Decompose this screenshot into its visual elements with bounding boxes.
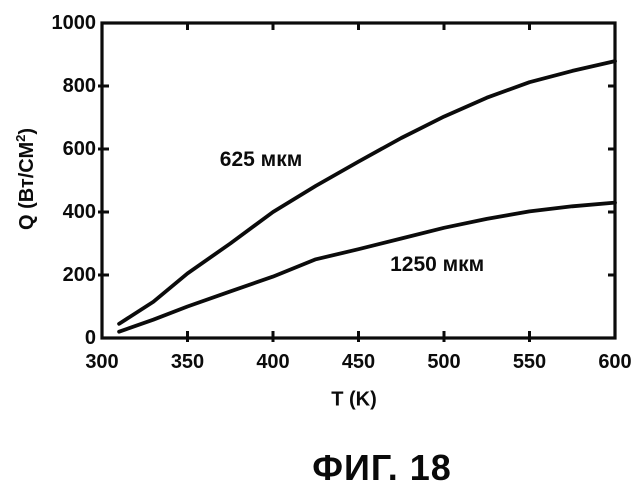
figure-caption: ФИГ. 18 (312, 447, 452, 488)
series-label-625mkm: 625 мкм (219, 148, 303, 172)
plot-area (98, 21, 617, 342)
series-curve-1 (117, 200, 617, 334)
series-curve-0 (117, 59, 617, 326)
y-tick-label: 200 (62, 264, 96, 286)
y-tick-label: 600 (62, 138, 96, 160)
line-chart: Q (Вт/СМ2) T (K) 625 мкм 1250 мкм 1000 80… (13, 12, 632, 411)
x-tick-label: 300 (85, 351, 119, 373)
x-tick-label: 400 (256, 351, 290, 373)
x-tick-label: 600 (598, 351, 632, 373)
y-tick-label: 0 (84, 327, 96, 349)
y-tick-label: 800 (62, 75, 96, 97)
y-tick-label: 1000 (51, 12, 97, 34)
x-tick-label: 350 (170, 351, 205, 373)
y-axis-label-suffix: ) (15, 127, 38, 135)
x-tick-label: 450 (341, 351, 376, 373)
y-axis-label-superscript: 2 (13, 134, 29, 142)
axis-tick-marks (98, 22, 616, 342)
series-label-1250mkm: 1250 мкм (390, 252, 485, 276)
plot-frame (100, 21, 617, 340)
x-tick-label: 550 (512, 351, 547, 373)
y-tick-label: 400 (62, 201, 96, 223)
x-axis-label: T (K) (331, 388, 377, 411)
y-axis-label-text: Q (Вт/СМ (15, 141, 38, 231)
x-tick-label: 500 (427, 351, 461, 373)
y-axis-label: Q (Вт/СМ2) (13, 128, 39, 230)
